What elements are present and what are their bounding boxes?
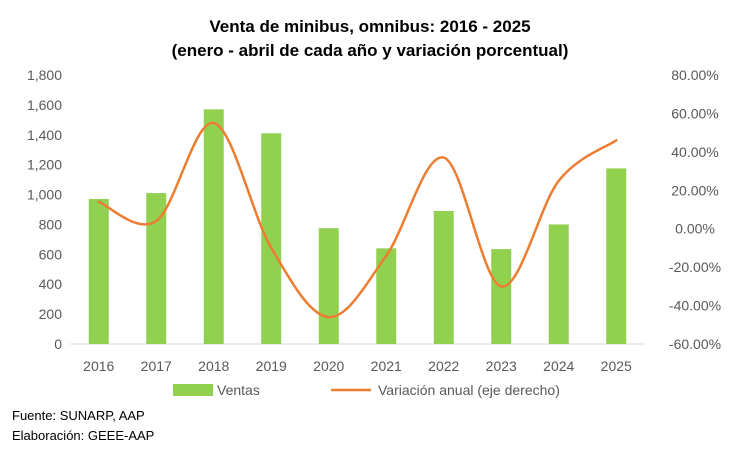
- legend-label-ventas: Ventas: [217, 382, 260, 398]
- bar-ventas-2018: [203, 109, 224, 344]
- right-tick-label: -40.00%: [669, 298, 721, 314]
- bar-ventas-2016: [88, 199, 109, 344]
- right-tick-label: 60.00%: [671, 105, 718, 121]
- left-axis: 0 200 400 600 800 1,000 1,200 1,400 1,600 1,800: [27, 67, 62, 352]
- x-tick-label: 2022: [428, 358, 459, 374]
- right-tick-label: 80.00%: [671, 67, 718, 83]
- bar-ventas-2025: [606, 168, 627, 344]
- bar-ventas-2024: [548, 224, 569, 344]
- bar-ventas-2017: [146, 193, 167, 344]
- left-tick-label: 600: [39, 246, 63, 262]
- x-tick-label: 2018: [198, 358, 229, 374]
- right-tick-label: -20.00%: [669, 259, 721, 275]
- left-tick-label: 1,000: [27, 187, 62, 203]
- right-tick-label: -60.00%: [669, 336, 721, 352]
- x-axis: 2016 2017 2018 2019 2020 2021 2022 2023 2024 2025: [83, 358, 632, 374]
- x-tick-label: 2021: [371, 358, 402, 374]
- left-tick-label: 200: [39, 306, 63, 322]
- bar-ventas-2019: [261, 133, 282, 344]
- bar-ventas-2020: [318, 228, 339, 344]
- elaboration-note: Elaboración: GEEE-AAP: [12, 428, 155, 443]
- x-tick-label: 2019: [256, 358, 287, 374]
- right-tick-label: 40.00%: [671, 144, 718, 160]
- left-tick-label: 0: [54, 336, 62, 352]
- x-tick-label: 2017: [141, 358, 172, 374]
- left-tick-label: 1,400: [27, 127, 62, 143]
- x-tick-label: 2020: [313, 358, 344, 374]
- x-tick-label: 2025: [601, 358, 632, 374]
- legend: Ventas Variación anual (eje derecho): [173, 382, 560, 398]
- bar-ventas-2022: [433, 210, 454, 344]
- chart-title: Venta de minibus, omnibus: 2016 - 2025: [209, 17, 530, 36]
- left-tick-label: 1,200: [27, 157, 62, 173]
- right-tick-label: 20.00%: [671, 182, 718, 198]
- source-note: Fuente: SUNARP, AAP: [12, 408, 145, 423]
- legend-swatch-ventas: [173, 384, 213, 396]
- bar-ventas-2021: [376, 248, 397, 344]
- legend-label-variacion: Variación anual (eje derecho): [378, 382, 560, 398]
- left-tick-label: 1,800: [27, 67, 62, 83]
- left-tick-label: 800: [39, 216, 63, 232]
- x-tick-label: 2024: [543, 358, 574, 374]
- bar-series: [88, 109, 627, 344]
- right-tick-label: 0.00%: [675, 221, 715, 237]
- left-tick-label: 1,600: [27, 97, 62, 113]
- right-axis: -60.00% -40.00% -20.00% 0.00% 20.00% 40.00% 60…: [669, 67, 721, 352]
- chart-subtitle: (enero - abril de cada año y variación p…: [172, 41, 569, 60]
- variation-line: [97, 121, 618, 319]
- left-tick-label: 400: [39, 276, 63, 292]
- x-tick-label: 2023: [486, 358, 517, 374]
- x-tick-label: 2016: [83, 358, 114, 374]
- bar-ventas-2023: [491, 249, 512, 344]
